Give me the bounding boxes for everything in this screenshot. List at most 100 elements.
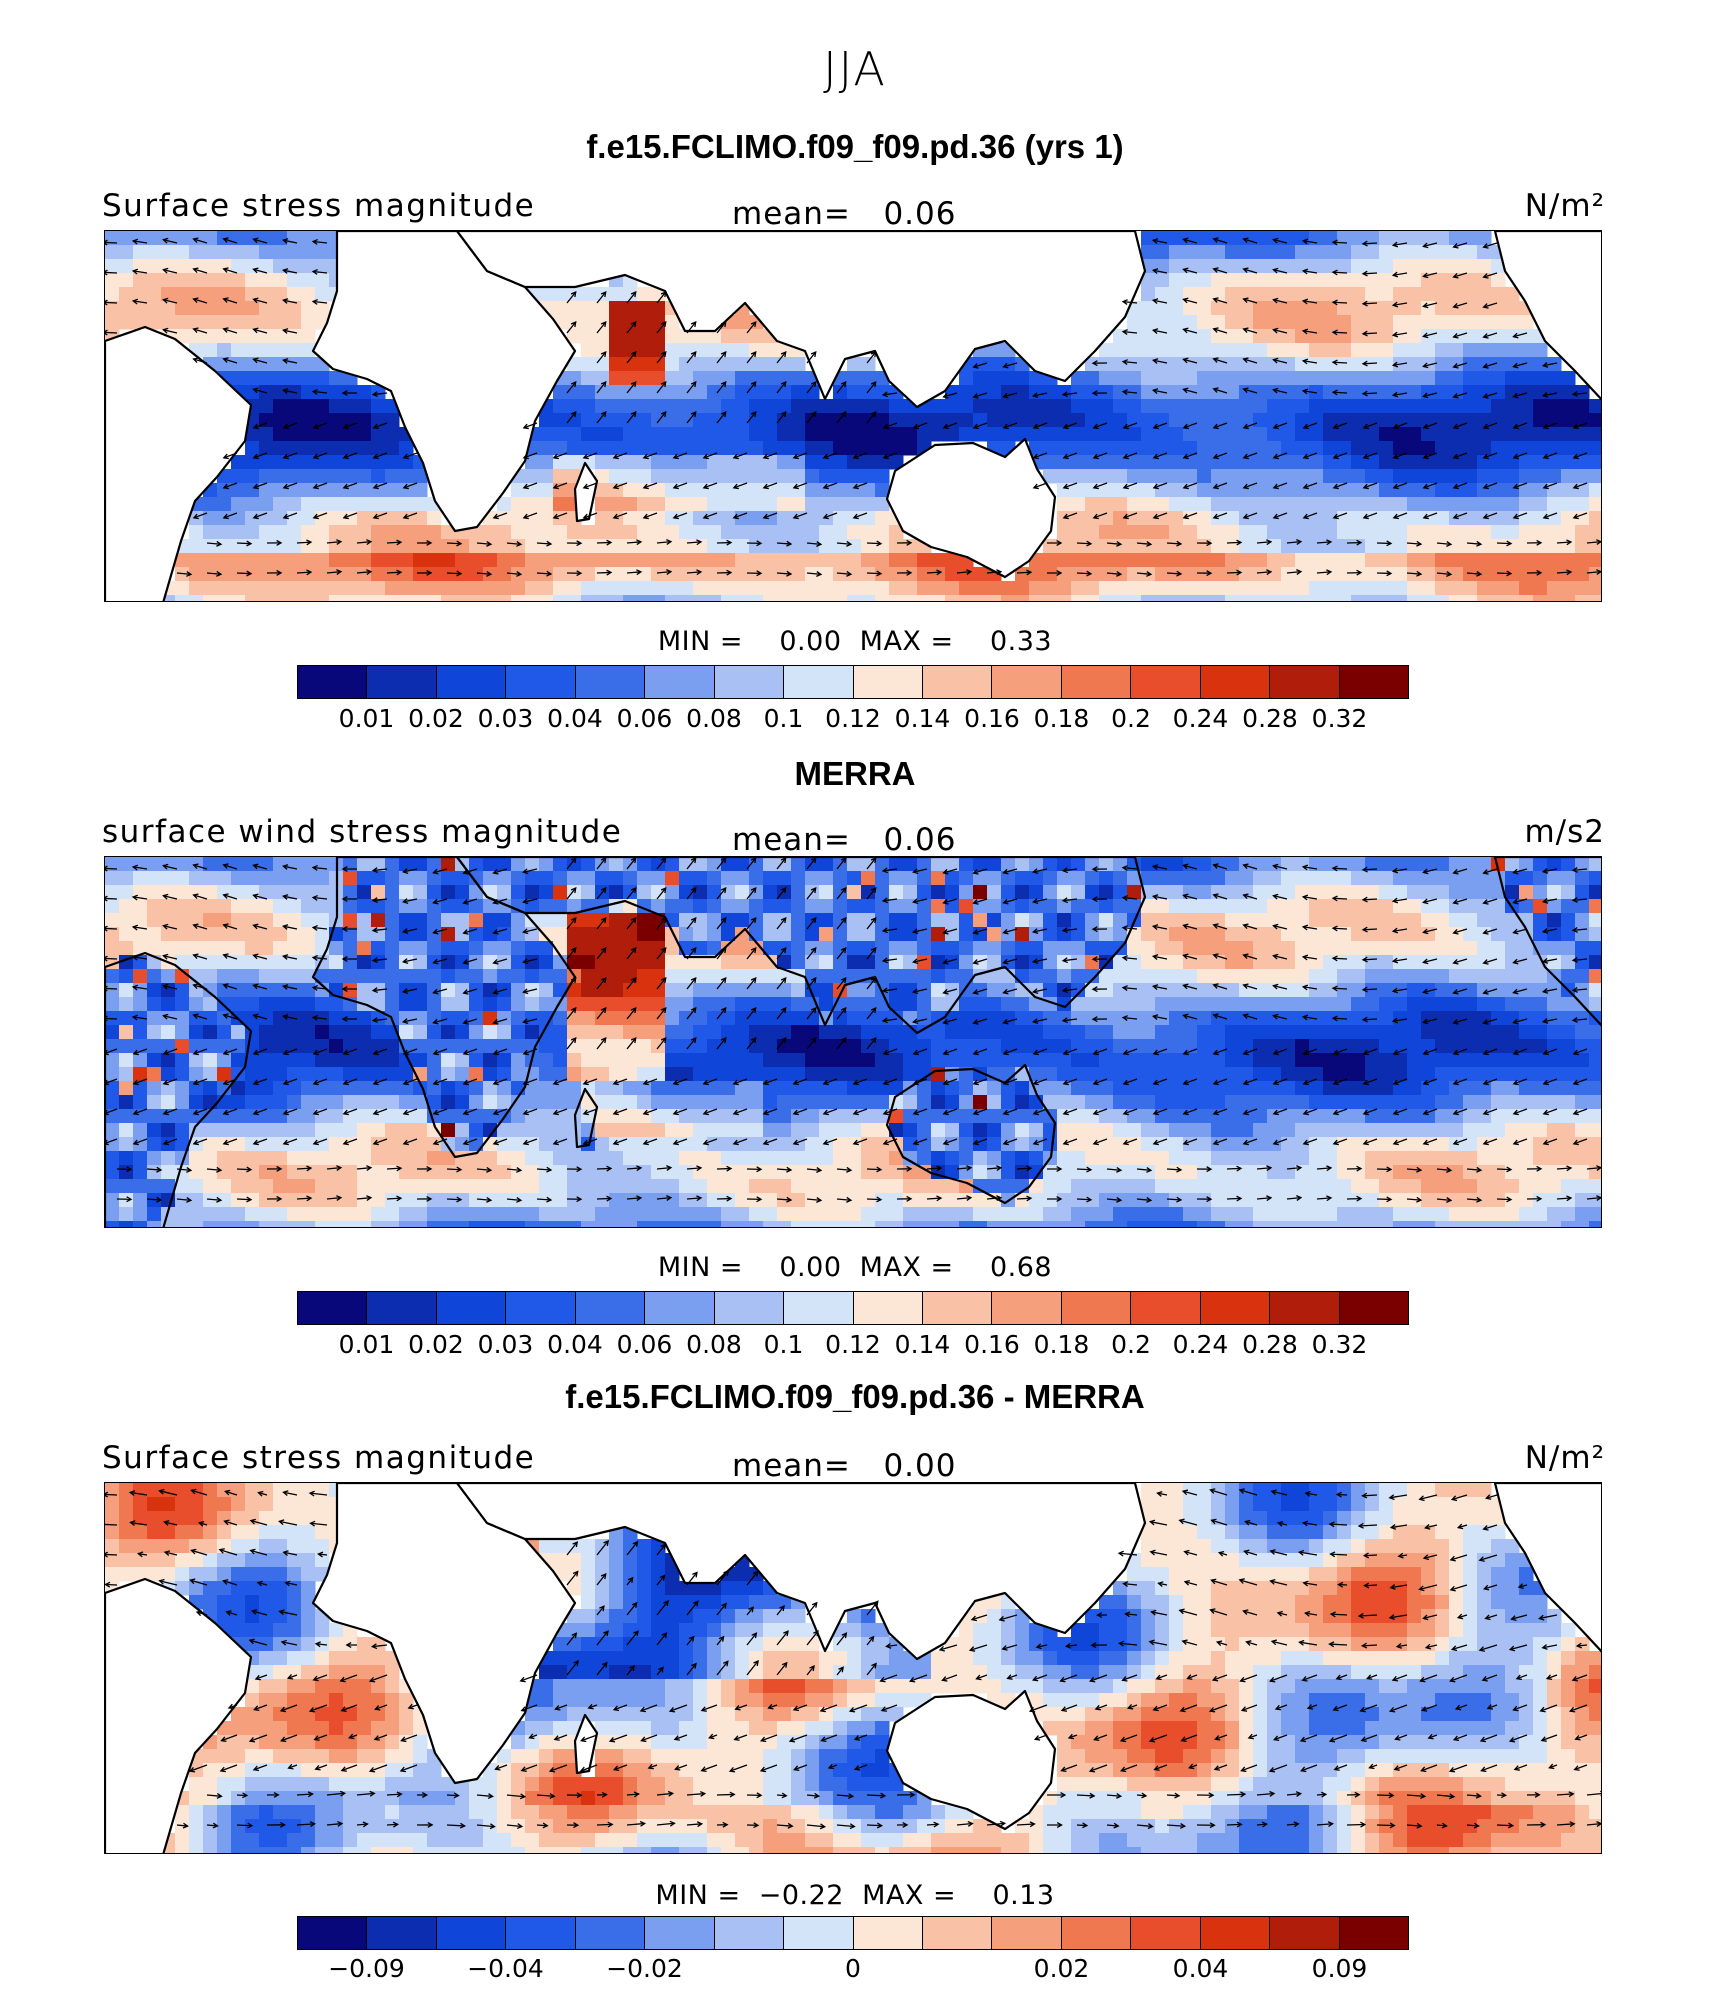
panel-2-map bbox=[104, 856, 1602, 1228]
colorbar-tick-label: 0.14 bbox=[895, 704, 951, 733]
colorbar-swatch bbox=[298, 666, 367, 698]
colorbar-swatch bbox=[1062, 666, 1131, 698]
colorbar-swatch bbox=[1340, 1292, 1408, 1324]
colorbar-tick-label: −0.04 bbox=[467, 1954, 544, 1983]
colorbar-tick-label: 0.02 bbox=[1034, 1954, 1090, 1983]
colorbar-swatch bbox=[1201, 1292, 1270, 1324]
colorbar-tick-label: 0.04 bbox=[547, 704, 603, 733]
colorbar-tick-label: 0.14 bbox=[895, 1330, 951, 1359]
colorbar-swatch bbox=[645, 1292, 714, 1324]
colorbar-tick-label: 0.16 bbox=[964, 704, 1020, 733]
colorbar-tick-label: 0.28 bbox=[1242, 704, 1298, 733]
colorbar-swatch bbox=[367, 1292, 436, 1324]
colorbar-swatch bbox=[1062, 1292, 1131, 1324]
panel-1-map-svg bbox=[105, 231, 1602, 602]
colorbar-tick-label: −0.02 bbox=[606, 1954, 683, 1983]
season-title: JJA bbox=[0, 42, 1710, 96]
panel-2-colorbar bbox=[297, 1291, 1409, 1325]
panel-1-minmax-label: MIN = 0.00 MAX = 0.33 bbox=[0, 626, 1710, 657]
colorbar-swatch bbox=[1201, 1917, 1270, 1949]
colorbar-swatch bbox=[506, 1292, 575, 1324]
panel-1-units-label: N/m² bbox=[1525, 188, 1605, 224]
panel-3-title: f.e15.FCLIMO.f09_f09.pd.36 - MERRA bbox=[0, 1378, 1710, 1416]
colorbar-swatch bbox=[992, 1917, 1061, 1949]
colorbar-swatch bbox=[1340, 666, 1408, 698]
colorbar-tick-label: 0.02 bbox=[408, 1330, 464, 1359]
colorbar-swatch bbox=[437, 1292, 506, 1324]
colorbar-swatch bbox=[1131, 1917, 1200, 1949]
colorbar-swatch bbox=[1270, 1292, 1339, 1324]
colorbar-swatch bbox=[854, 1917, 923, 1949]
colorbar-swatch bbox=[298, 1917, 367, 1949]
colorbar-swatch bbox=[298, 1292, 367, 1324]
colorbar-swatch bbox=[923, 1917, 992, 1949]
panel-1-variable-label: Surface stress magnitude bbox=[102, 188, 535, 224]
panel-3-variable-label: Surface stress magnitude bbox=[102, 1440, 535, 1476]
panel-1-mean-label: mean= 0.06 bbox=[732, 196, 956, 232]
colorbar-swatch bbox=[506, 666, 575, 698]
colorbar-swatch bbox=[367, 666, 436, 698]
colorbar-tick-label: 0.2 bbox=[1111, 1330, 1151, 1359]
colorbar-swatch bbox=[1062, 1917, 1131, 1949]
colorbar-tick-label: 0.08 bbox=[686, 704, 742, 733]
colorbar-swatch bbox=[367, 1917, 436, 1949]
colorbar-swatch bbox=[506, 1917, 575, 1949]
colorbar-swatch bbox=[1270, 666, 1339, 698]
colorbar-tick-label: 0.12 bbox=[825, 704, 881, 733]
colorbar-tick-label: 0.09 bbox=[1312, 1954, 1368, 1983]
panel-1-colorbar bbox=[297, 665, 1409, 699]
colorbar-swatch bbox=[715, 666, 784, 698]
colorbar-tick-label: 0.32 bbox=[1312, 1330, 1368, 1359]
colorbar-swatch bbox=[923, 666, 992, 698]
colorbar-tick-label: 0.16 bbox=[964, 1330, 1020, 1359]
colorbar-swatch bbox=[784, 1292, 853, 1324]
colorbar-tick-label: 0.24 bbox=[1173, 704, 1229, 733]
panel-1-colorbar-ticks: 0.01 0.02 0.03 0.04 0.06 0.08 0.1 0.12 0.14 0.16 0… bbox=[297, 704, 1409, 734]
colorbar-swatch bbox=[784, 666, 853, 698]
colorbar-tick-label: 0.04 bbox=[547, 1330, 603, 1359]
colorbar-swatch bbox=[715, 1292, 784, 1324]
colorbar-swatch bbox=[645, 1917, 714, 1949]
colorbar-swatch bbox=[992, 666, 1061, 698]
colorbar-tick-label: 0.24 bbox=[1173, 1330, 1229, 1359]
colorbar-tick-label: 0 bbox=[845, 1954, 861, 1983]
colorbar-swatch bbox=[1270, 1917, 1339, 1949]
panel-3-map bbox=[104, 1482, 1602, 1854]
panel-3-colorbar bbox=[297, 1916, 1409, 1950]
colorbar-tick-label: 0.18 bbox=[1034, 1330, 1090, 1359]
colorbar-swatch bbox=[992, 1292, 1061, 1324]
colorbar-swatch bbox=[923, 1292, 992, 1324]
colorbar-tick-label: 0.06 bbox=[617, 1330, 673, 1359]
panel-1-title: f.e15.FCLIMO.f09_f09.pd.36 (yrs 1) bbox=[0, 128, 1710, 166]
colorbar-swatch bbox=[854, 1292, 923, 1324]
colorbar-tick-label: 0.28 bbox=[1242, 1330, 1298, 1359]
colorbar-tick-label: 0.1 bbox=[764, 1330, 804, 1359]
panel-2-colorbar-ticks: 0.01 0.02 0.03 0.04 0.06 0.08 0.1 0.12 0.14 0.16 0… bbox=[297, 1330, 1409, 1360]
colorbar-swatch bbox=[576, 666, 645, 698]
colorbar-tick-label: 0.08 bbox=[686, 1330, 742, 1359]
colorbar-tick-label: 0.03 bbox=[478, 1330, 534, 1359]
panel-3-mean-label: mean= 0.00 bbox=[732, 1448, 956, 1484]
colorbar-swatch bbox=[576, 1917, 645, 1949]
panel-2-minmax-label: MIN = 0.00 MAX = 0.68 bbox=[0, 1252, 1710, 1283]
colorbar-tick-label: −0.09 bbox=[328, 1954, 405, 1983]
colorbar-tick-label: 0.32 bbox=[1312, 704, 1368, 733]
colorbar-tick-label: 0.2 bbox=[1111, 704, 1151, 733]
panel-2-units-label: m/s2 bbox=[1524, 814, 1605, 850]
color-field bbox=[105, 857, 1602, 1228]
panel-1-map bbox=[104, 230, 1602, 602]
panel-2-title: MERRA bbox=[0, 755, 1710, 793]
colorbar-swatch bbox=[1131, 1292, 1200, 1324]
colorbar-tick-label: 0.18 bbox=[1034, 704, 1090, 733]
colorbar-swatch bbox=[1201, 666, 1270, 698]
colorbar-tick-label: 0.03 bbox=[478, 704, 534, 733]
colorbar-tick-label: 0.12 bbox=[825, 1330, 881, 1359]
panel-3-minmax-label: MIN = −0.22 MAX = 0.13 bbox=[0, 1880, 1710, 1911]
panel-2-mean-label: mean= 0.06 bbox=[732, 822, 956, 858]
colorbar-swatch bbox=[437, 666, 506, 698]
colorbar-tick-label: 0.1 bbox=[764, 704, 804, 733]
colorbar-swatch bbox=[854, 666, 923, 698]
panel-3-colorbar-ticks: −0.09 −0.04 −0.02 0 0.02 0.04 0.09 bbox=[297, 1954, 1409, 1984]
colorbar-tick-label: 0.01 bbox=[339, 1330, 395, 1359]
colorbar-swatch bbox=[1131, 666, 1200, 698]
